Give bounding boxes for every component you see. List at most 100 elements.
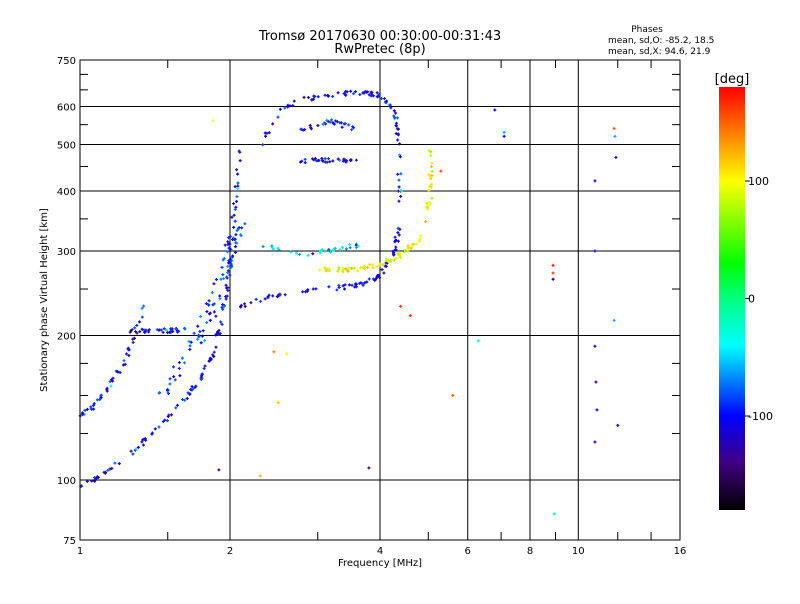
point-upper-blue-trace: [375, 275, 379, 279]
point-yellow-x-trace: [430, 196, 434, 200]
point-spread-cluster: [222, 257, 226, 261]
point-yellow-x-trace: [430, 165, 434, 169]
point-top-arc: [302, 95, 306, 99]
point-top-arc: [398, 142, 402, 146]
point-low-o-trace: [183, 398, 187, 402]
y-tick-label: 400: [57, 187, 76, 198]
point-spread-cluster: [235, 241, 239, 245]
point-mid-cyan: [338, 248, 342, 252]
y-axis-ticks: 75 100 200 300 400 500 600 750: [57, 56, 680, 547]
point-low-o-trace: [108, 467, 112, 471]
point-yellow-x-trace: [429, 174, 433, 178]
point-top-arc: [392, 109, 396, 113]
colorbar-tick-label: 0: [748, 293, 755, 306]
point-spread-cluster: [172, 375, 176, 379]
point-low-x-trace: [91, 403, 95, 407]
point-upper-inner: [312, 158, 316, 162]
point-low-o-trace: [224, 283, 228, 287]
point-top-arc: [291, 104, 295, 108]
point-top-arc: [369, 94, 373, 98]
point-spread-cluster: [199, 315, 203, 319]
point-low-o-trace: [103, 471, 107, 475]
point-low-o-trace: [169, 413, 173, 417]
point-yellow-x-trace: [410, 244, 414, 248]
point-low-x-trace: [122, 359, 126, 363]
point-yellow-x-trace: [403, 248, 407, 252]
point-plateau: [171, 329, 175, 333]
point-top-arc: [399, 172, 403, 176]
point-spread-cluster: [228, 242, 232, 246]
point-spread-cluster: [188, 347, 192, 351]
point-yellow-x-trace: [361, 265, 365, 269]
point-upper-inner: [326, 157, 330, 161]
point-isolated: [439, 169, 443, 173]
point-upper-blue-trace: [347, 283, 351, 287]
point-spread-cluster: [229, 265, 233, 269]
point-low-o-trace: [175, 403, 179, 407]
point-yellow-x-trace: [428, 202, 432, 206]
point-plateau: [138, 330, 142, 334]
point-isolated: [399, 304, 403, 308]
point-yellow-x-trace: [366, 265, 370, 269]
point-plateau: [174, 327, 178, 331]
point-plateau: [147, 330, 151, 334]
x-tick-label: 2: [227, 546, 233, 557]
point-spread-cluster: [214, 278, 218, 282]
point-mid-cyan: [329, 250, 333, 254]
point-low-x-trace: [109, 384, 113, 388]
point-low-x-trace: [111, 379, 115, 383]
point-low-o-trace: [110, 466, 114, 470]
point-spread-cluster: [177, 366, 181, 370]
point-spread-cluster: [212, 310, 216, 314]
point-low-x-trace: [123, 362, 127, 366]
point-low-o-trace: [131, 452, 135, 456]
point-upper-blue-trace: [259, 299, 263, 303]
point-top-arc: [261, 143, 265, 147]
point-upper-blue-trace: [311, 287, 315, 291]
point-spread-cluster: [235, 228, 239, 232]
point-upper-inner-2: [331, 121, 335, 125]
point-mid-cyan: [311, 252, 315, 256]
point-spread-cluster: [173, 378, 177, 382]
point-low-o-trace: [217, 331, 221, 335]
point-low-o-trace: [85, 479, 89, 483]
point-mid-cyan: [298, 252, 302, 256]
point-low-o-trace: [219, 320, 223, 324]
point-upper-inner-2: [350, 128, 354, 132]
point-low-o-trace: [90, 479, 94, 483]
point-upper-blue-trace: [337, 285, 341, 289]
point-low-o-trace: [157, 425, 161, 429]
point-yellow-x-trace: [375, 265, 379, 269]
point-top-arc: [362, 91, 366, 95]
point-spread-cluster: [199, 341, 203, 345]
point-top-arc: [398, 155, 402, 159]
point-low-o-trace: [190, 385, 194, 389]
point-low-o-trace: [233, 219, 237, 223]
point-spread-cluster: [234, 245, 238, 249]
point-top-arc: [342, 92, 346, 96]
point-upper-blue-trace: [359, 281, 363, 285]
point-top-arc: [394, 132, 398, 136]
point-low-o-trace: [221, 303, 225, 307]
point-spread-cluster: [212, 302, 216, 306]
point-upper-blue-trace: [343, 287, 347, 291]
point-spread-cluster: [222, 277, 226, 281]
point-upper-blue-trace: [378, 276, 382, 280]
point-isolated: [593, 344, 597, 348]
point-yellow-x-trace: [418, 237, 422, 241]
point-yellow-x-trace: [394, 257, 398, 261]
point-mid-cyan: [271, 246, 275, 250]
y-tick-label: 100: [57, 476, 76, 487]
point-low-o-trace: [140, 440, 144, 444]
point-low-o-trace: [214, 345, 218, 349]
point-upper-blue-trace: [384, 264, 388, 268]
point-spread-cluster: [233, 237, 237, 241]
x-tick-label: 16: [674, 546, 687, 557]
stats-o-line: mean, sd,O: -85.2, 18.5: [608, 36, 714, 46]
point-upper-blue-trace: [361, 282, 365, 286]
point-upper-inner: [303, 161, 307, 165]
point-mid-cyan: [323, 249, 327, 253]
plot-frame: [79, 59, 681, 541]
point-mid-cyan: [332, 248, 336, 252]
